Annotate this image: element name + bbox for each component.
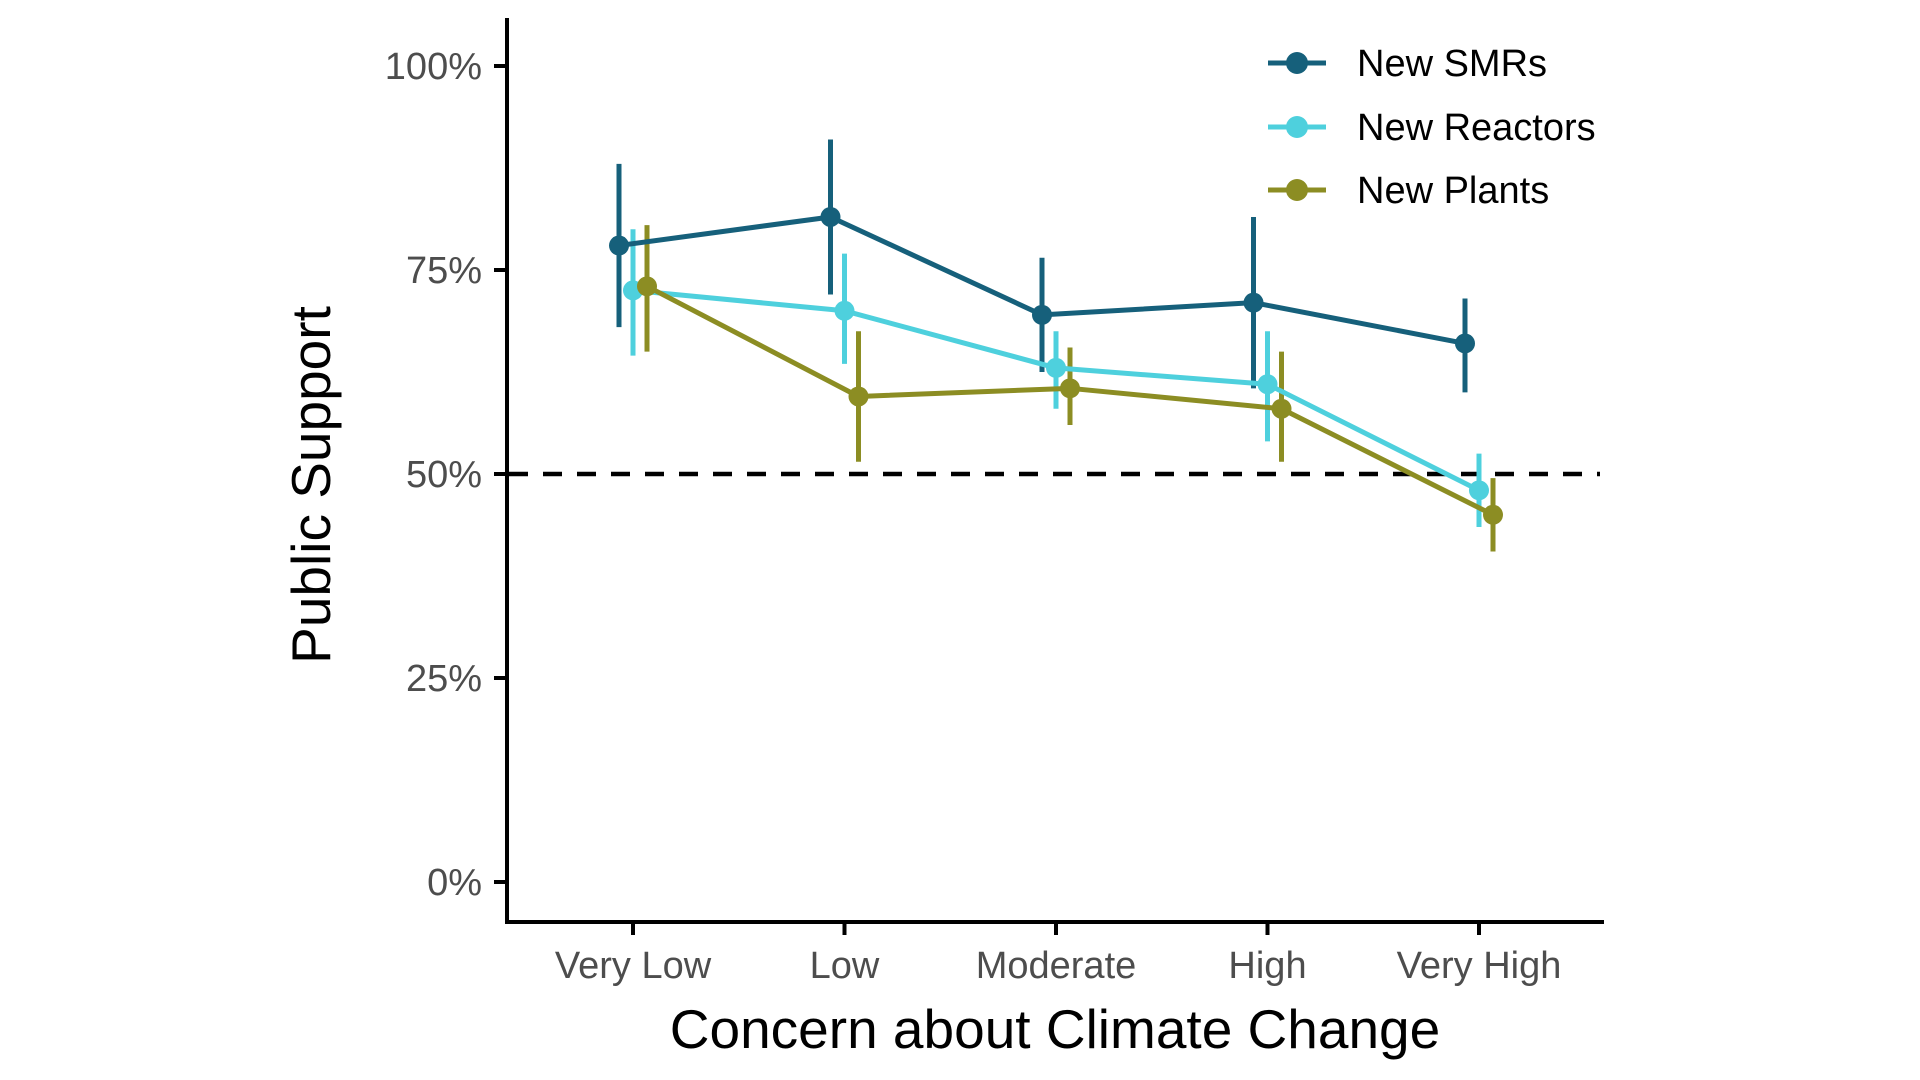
y-tick-label: 100%	[385, 46, 482, 88]
legend-item-new-plants: New Plants	[1268, 170, 1549, 212]
data-point-new-smrs	[1243, 292, 1264, 313]
legend-key-dot	[1286, 52, 1308, 74]
x-axis-title: Concern about Climate Change	[670, 998, 1440, 1060]
y-tick-label: 50%	[406, 454, 482, 496]
data-point-new-reactors	[834, 300, 855, 321]
x-tick-label: High	[1228, 945, 1306, 987]
legend-label: New SMRs	[1357, 43, 1547, 85]
x-tick-label: Very Low	[555, 945, 712, 987]
data-point-new-smrs	[609, 235, 629, 256]
data-point-new-smrs	[820, 206, 841, 227]
data-point-new-plants	[848, 386, 869, 407]
y-axis-title: Public Support	[280, 306, 342, 664]
legend-item-new-smrs: New SMRs	[1268, 43, 1547, 85]
data-points-layer	[609, 206, 1503, 525]
legend-label: New Reactors	[1357, 107, 1596, 149]
legend-item-new-reactors: New Reactors	[1268, 107, 1596, 149]
x-axis-ticks: Very Low Low Moderate High Very High	[555, 922, 1562, 987]
legend-key-dot	[1286, 179, 1308, 201]
y-tick-label: 0%	[427, 862, 482, 904]
x-tick-label: Moderate	[976, 945, 1137, 987]
axes: 0%25%50%75%100% Very Low Low Moderate High V…	[385, 18, 1604, 987]
data-point-new-plants	[1060, 378, 1080, 399]
y-tick-label: 25%	[406, 658, 482, 700]
data-point-new-smrs	[1032, 304, 1052, 325]
data-point-new-reactors	[1469, 480, 1489, 501]
y-tick-label: 75%	[406, 250, 482, 292]
data-point-new-plants	[637, 276, 657, 297]
x-tick-label: Low	[810, 945, 880, 987]
data-point-new-smrs	[1455, 333, 1475, 354]
data-point-new-plants	[1483, 504, 1503, 525]
y-axis-ticks: 0% 25% 50% 75% 100%	[385, 46, 507, 904]
legend-label: New Plants	[1357, 170, 1549, 212]
legend-key-dot	[1286, 116, 1308, 138]
x-tick-label: Very High	[1397, 945, 1562, 987]
data-point-new-reactors	[1257, 374, 1278, 395]
data-point-new-reactors	[1046, 357, 1066, 378]
data-point-new-plants	[1271, 398, 1292, 419]
legend: New SMRs New Reactors New Plants	[1268, 43, 1596, 212]
